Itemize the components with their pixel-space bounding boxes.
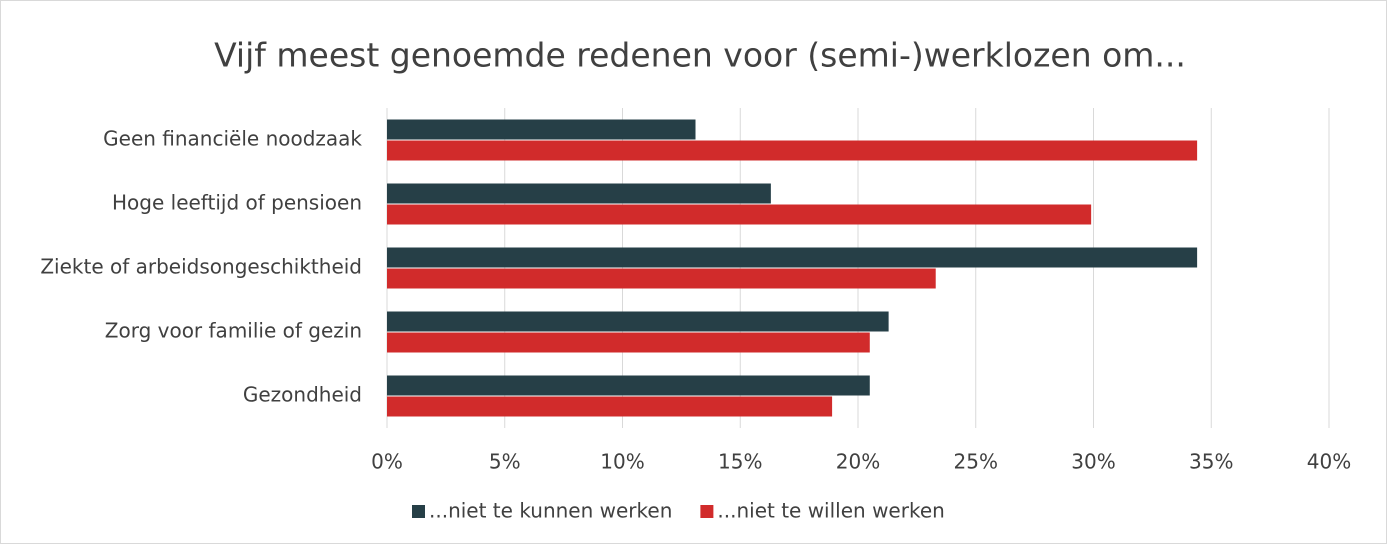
chart-title: Vijf meest genoemde redenen voor (semi-)… bbox=[214, 36, 1186, 75]
bar bbox=[387, 119, 696, 140]
y-tick-label: Zorg voor familie of gezin bbox=[105, 319, 362, 343]
bar bbox=[387, 183, 771, 204]
legend-swatch bbox=[700, 505, 714, 518]
x-tick-label: 25% bbox=[954, 450, 998, 474]
x-tick-label: 5% bbox=[489, 450, 521, 474]
x-tick-label: 20% bbox=[836, 450, 880, 474]
bar bbox=[387, 140, 1198, 161]
x-tick-label: 10% bbox=[600, 450, 644, 474]
y-tick-label: Ziekte of arbeidsongeschiktheid bbox=[40, 255, 362, 279]
x-tick-label: 15% bbox=[718, 450, 762, 474]
x-tick-label: 35% bbox=[1189, 450, 1233, 474]
bar bbox=[387, 311, 889, 332]
x-tick-label: 30% bbox=[1071, 450, 1115, 474]
x-tick-label: 0% bbox=[371, 450, 403, 474]
bar bbox=[387, 375, 870, 396]
legend-label: ...niet te willen werken bbox=[717, 499, 944, 523]
x-tick-label: 40% bbox=[1307, 450, 1351, 474]
y-tick-label: Hoge leeftijd of pensioen bbox=[112, 191, 362, 215]
y-tick-label: Geen financiële noodzaak bbox=[103, 127, 362, 151]
bar bbox=[387, 247, 1198, 268]
legend-swatch bbox=[412, 505, 425, 518]
bar bbox=[387, 204, 1092, 225]
bar bbox=[387, 268, 936, 289]
y-tick-label: Gezondheid bbox=[243, 383, 362, 407]
legend-label: ...niet te kunnen werken bbox=[429, 499, 672, 523]
bar bbox=[387, 332, 870, 353]
bar bbox=[387, 396, 833, 417]
